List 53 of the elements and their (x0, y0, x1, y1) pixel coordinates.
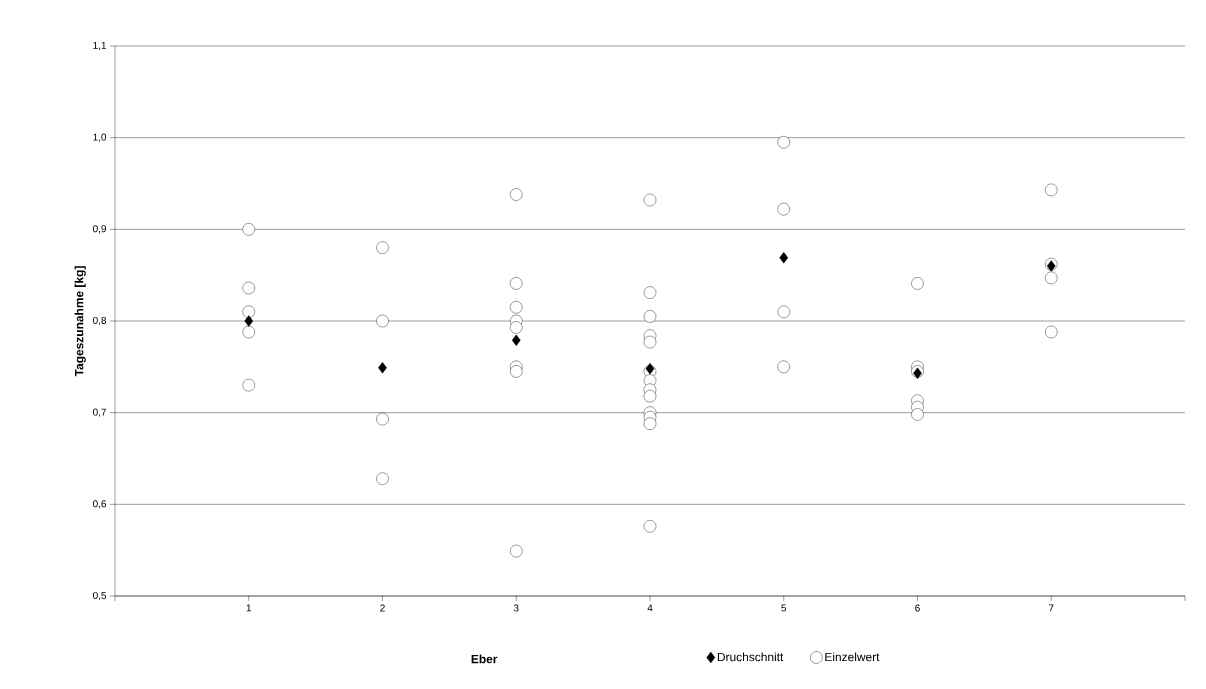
point (1045, 183, 1058, 197)
y-tick-label: 0,7 (93, 408, 106, 417)
point (643, 310, 657, 323)
point (1045, 325, 1058, 339)
point (643, 389, 657, 403)
point (911, 277, 924, 290)
y-tick-label: 0,9 (93, 225, 107, 234)
x-tick-label: 1 (246, 604, 252, 612)
point (242, 378, 255, 392)
point (510, 188, 523, 201)
y-axis-title: Tageszunahme [kg] (74, 266, 86, 377)
point (376, 472, 389, 485)
point (777, 360, 790, 374)
point (510, 365, 523, 378)
point (378, 362, 387, 374)
point (777, 202, 790, 216)
point (777, 136, 790, 149)
point (242, 305, 255, 319)
point (779, 252, 789, 264)
point (510, 277, 523, 290)
point (643, 335, 657, 349)
point (643, 286, 657, 299)
point (511, 334, 521, 346)
x-axis-title: Eber (471, 654, 498, 664)
point (1045, 271, 1058, 285)
x-tick-label: 4 (647, 604, 653, 612)
point (643, 193, 657, 207)
x-tick-label: 3 (513, 604, 519, 612)
point (510, 544, 523, 558)
point (376, 412, 389, 426)
point (510, 301, 523, 314)
y-tick-label: 1,1 (93, 41, 106, 51)
x-tick-label: 6 (915, 604, 920, 612)
x-tick-label: 5 (781, 604, 787, 612)
point (643, 520, 657, 533)
point (643, 417, 657, 430)
point (242, 325, 255, 339)
point (376, 314, 389, 328)
point (242, 281, 255, 295)
y-tick-label: 0,8 (93, 316, 107, 326)
point (244, 315, 254, 327)
y-tick-label: 1,0 (93, 133, 107, 142)
point (242, 223, 255, 236)
legend-label: Druchschnitt (717, 652, 784, 662)
point (376, 241, 389, 254)
x-tick-label: 2 (380, 604, 385, 612)
point (911, 408, 924, 421)
point (510, 321, 523, 334)
point (777, 305, 790, 319)
legend-label: Einzelwert (825, 652, 880, 662)
y-tick-label: 0,5 (93, 591, 107, 601)
x-tick-label: 7 (1048, 604, 1054, 612)
y-tick-label: 0,6 (93, 500, 107, 509)
